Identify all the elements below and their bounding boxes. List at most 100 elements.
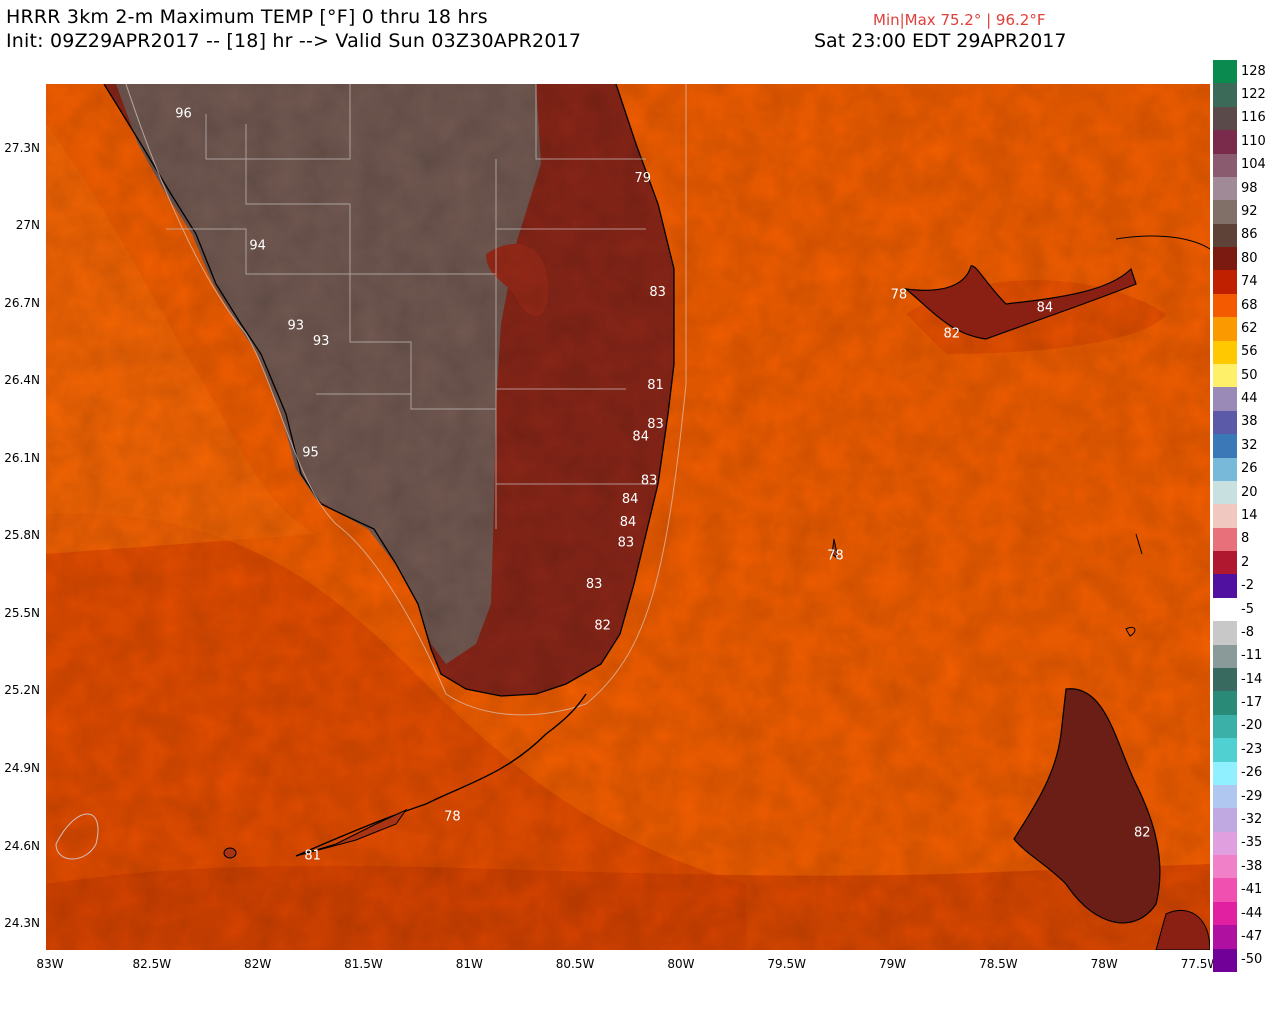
colorbar-tick-label: 20 xyxy=(1241,484,1258,500)
lat-label: 26.4N xyxy=(4,373,40,388)
lon-label: 79W xyxy=(878,957,907,971)
colorbar-swatch xyxy=(1213,480,1237,505)
lon-label: 81.5W xyxy=(344,957,383,971)
shoal-contour xyxy=(55,813,99,860)
colorbar-swatch xyxy=(1213,621,1237,646)
map-title: HRRR 3km 2-m Maximum TEMP [°F] 0 thru 18… xyxy=(6,6,488,28)
temp-value-label: 78 xyxy=(827,549,844,564)
colorbar-tick-label: -23 xyxy=(1241,741,1263,757)
colorbar-swatch xyxy=(1213,574,1237,599)
colorbar-tick-label: -50 xyxy=(1241,952,1263,968)
colorbar-swatch xyxy=(1213,317,1237,342)
map-init-valid-line: Init: 09Z29APR2017 -- [18] hr --> Valid … xyxy=(6,30,582,52)
lon-label: 77.5W xyxy=(1180,957,1220,971)
colorbar-swatch xyxy=(1213,691,1237,716)
lon-label: 82.5W xyxy=(132,957,172,971)
colorbar-swatch xyxy=(1213,387,1237,412)
texture-overlay xyxy=(46,84,1210,950)
lat-label: 24.3N xyxy=(4,916,40,931)
colorbar-swatch xyxy=(1213,855,1237,879)
colorbar-swatch xyxy=(1213,270,1237,295)
colorbar-swatch xyxy=(1213,901,1237,926)
colorbar-tick-label: -11 xyxy=(1241,648,1263,664)
temp-value-label: 83 xyxy=(641,474,658,489)
lat-label: 24.9N xyxy=(4,761,40,776)
lat-label: 25.5N xyxy=(4,605,40,620)
colorbar-swatch xyxy=(1213,738,1237,763)
colorbar-tick-label: 122 xyxy=(1241,87,1266,103)
colorbar-swatch xyxy=(1213,434,1237,459)
colorbar-tick-label: 8 xyxy=(1241,531,1250,547)
colorbar-tick-label: -35 xyxy=(1241,835,1263,851)
lower-keys xyxy=(295,808,408,857)
colorbar-tick-label: 104 xyxy=(1241,157,1266,173)
temp-value-label: 96 xyxy=(175,107,192,122)
lat-label: 27.3N xyxy=(4,140,40,155)
colorbar-swatch xyxy=(1213,223,1237,248)
andros-island xyxy=(1013,688,1161,924)
temp-value-label: 81 xyxy=(647,378,664,393)
map-canvas: 9694939395837983818384838484838382788284… xyxy=(46,84,1210,950)
colorbar-tick-label: 110 xyxy=(1241,133,1266,149)
colorbar-swatch xyxy=(1213,597,1237,622)
temp-value-label: 84 xyxy=(620,515,637,530)
colorbar-tick-label: -47 xyxy=(1241,928,1263,944)
temp-value-label: 83 xyxy=(586,577,603,592)
temp-value-label: 84 xyxy=(1037,300,1054,315)
shelf-contour xyxy=(125,84,687,716)
colorbar-tick-label: -26 xyxy=(1241,765,1263,781)
temp-value-label: 82 xyxy=(1134,825,1151,840)
cay-outline-2 xyxy=(1135,533,1143,555)
colorbar-swatch xyxy=(1213,808,1237,833)
colorbar-swatch xyxy=(1213,948,1237,973)
abaco-coast xyxy=(1115,235,1210,250)
minmax-readout: Min|Max 75.2° | 96.2°F xyxy=(873,11,1046,29)
colorbar-swatch xyxy=(1213,527,1237,552)
lat-label: 24.6N xyxy=(4,838,40,853)
temp-value-label: 81 xyxy=(304,849,321,864)
colorbar-swatch xyxy=(1213,668,1237,692)
temp-value-label: 78 xyxy=(444,810,461,825)
temperature-map: 9694939395837983818384838484838382788284… xyxy=(46,84,1210,950)
temp-value-label: 84 xyxy=(622,492,639,507)
temp-value-label: 93 xyxy=(287,319,304,334)
colorbar-tick-label: 86 xyxy=(1241,227,1258,243)
colorbar-tick-label: 80 xyxy=(1241,250,1258,266)
florida-keys xyxy=(295,693,587,857)
colorbar-tick-label: -2 xyxy=(1241,578,1254,594)
colorbar-tick-label: 50 xyxy=(1241,367,1258,383)
valid-local-time: Sat 23:00 EDT 29APR2017 xyxy=(814,30,1067,52)
colorbar-swatch xyxy=(1213,457,1237,482)
colorbar-tick-label: -41 xyxy=(1241,882,1263,898)
county-lines xyxy=(166,84,656,529)
colorbar-swatch xyxy=(1213,106,1237,131)
lat-label: 27N xyxy=(15,218,40,233)
colorbar-tick-label: -29 xyxy=(1241,788,1263,804)
lon-label: 78.5W xyxy=(979,957,1018,971)
colorbar-swatch xyxy=(1213,176,1237,201)
colorbar-swatch xyxy=(1213,293,1237,318)
temp-value-label: 82 xyxy=(594,618,611,633)
temp-value-label: 79 xyxy=(635,171,652,186)
colorbar-swatch xyxy=(1213,83,1237,108)
bimini-island xyxy=(831,538,839,561)
temp-value-label: 83 xyxy=(649,285,666,300)
colorbar-swatch xyxy=(1213,364,1237,388)
colorbar-tick-label: -8 xyxy=(1241,624,1254,640)
colorbar-swatch xyxy=(1213,714,1237,739)
lat-label: 25.2N xyxy=(4,683,40,698)
colorbar-swatch xyxy=(1213,784,1237,809)
grand-bahama-island xyxy=(904,265,1137,340)
colorbar-tick-label: 14 xyxy=(1241,508,1258,523)
colorbar-tick-label: -5 xyxy=(1241,601,1254,617)
colorbar-tick-label: 44 xyxy=(1241,391,1258,407)
colorbar-tick-label: -20 xyxy=(1241,718,1263,734)
lon-label: 78W xyxy=(1090,957,1118,971)
colorbar-swatch xyxy=(1213,153,1237,178)
colorbar-swatch xyxy=(1213,761,1237,786)
colorbar-tick-label: 92 xyxy=(1241,204,1258,219)
colorbar-swatch xyxy=(1213,130,1237,155)
temp-value-label: 82 xyxy=(944,326,961,341)
florida-coastline xyxy=(103,84,675,697)
colorbar-swatch xyxy=(1213,504,1237,529)
